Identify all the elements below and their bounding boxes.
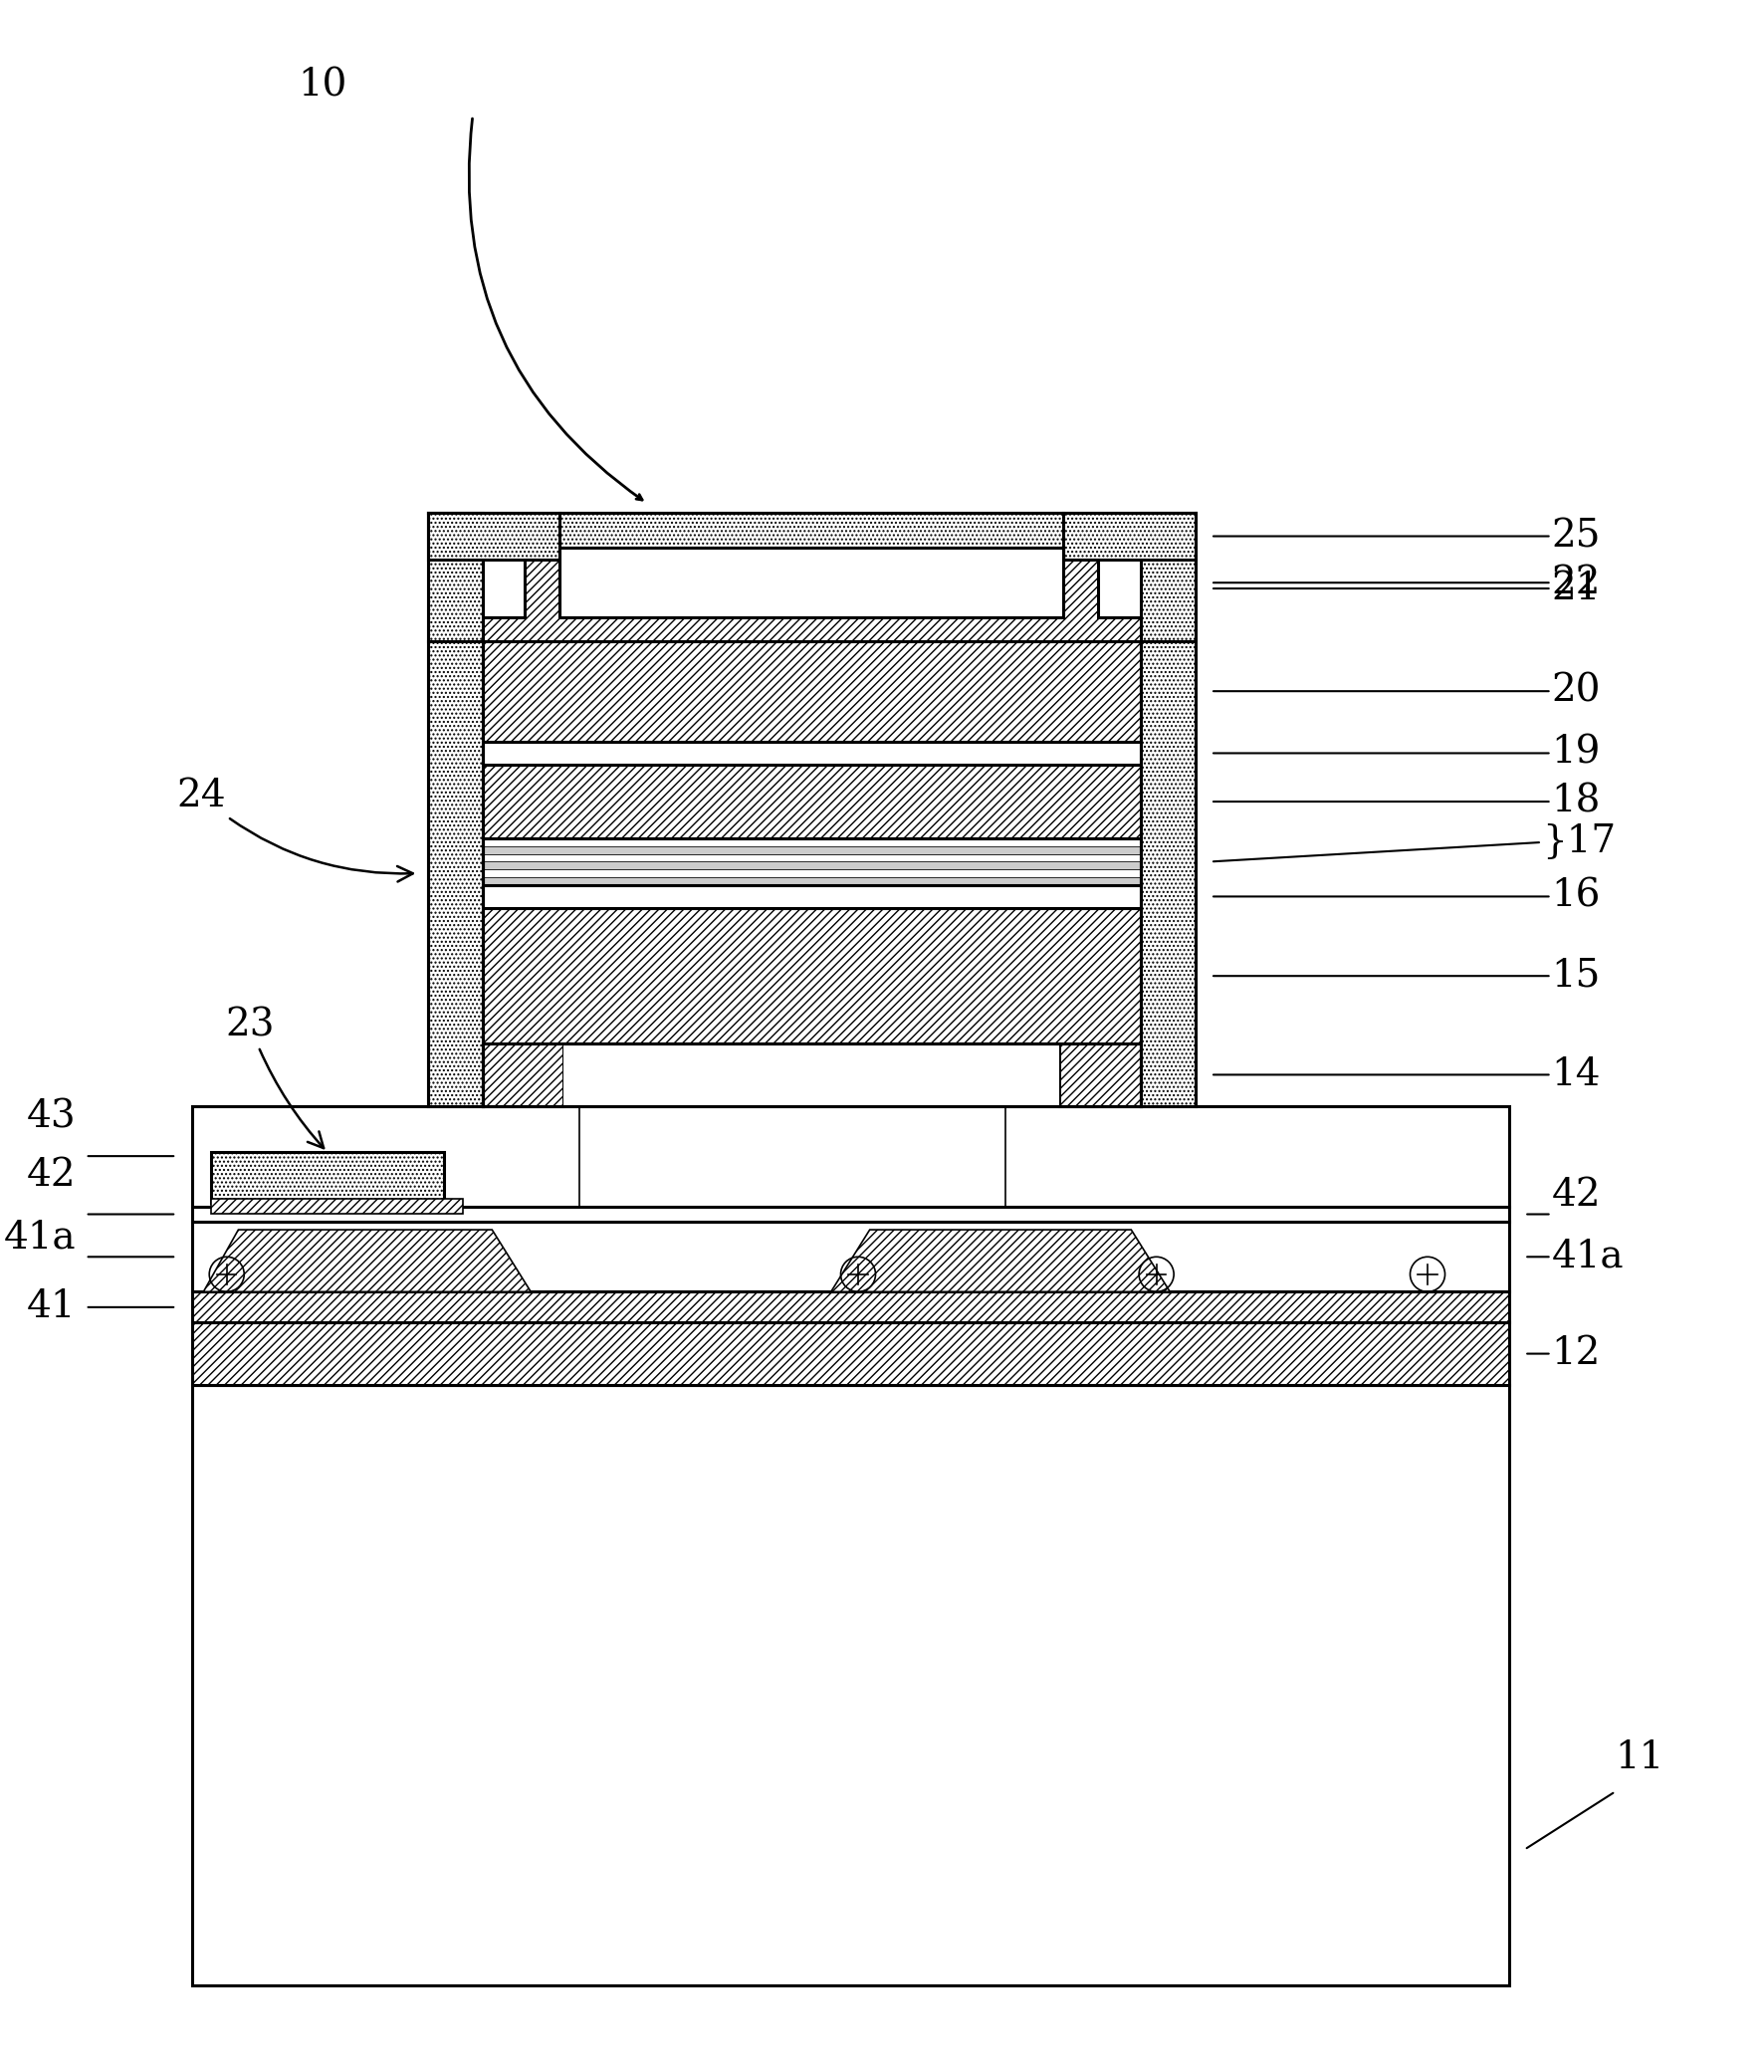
Bar xyxy=(192,1291,1508,1322)
Text: 21: 21 xyxy=(1552,570,1600,607)
Polygon shape xyxy=(482,559,1141,640)
Text: 42: 42 xyxy=(1552,1177,1602,1214)
Text: 41a: 41a xyxy=(1552,1239,1625,1274)
Text: 41a: 41a xyxy=(4,1218,76,1256)
Bar xyxy=(212,1152,443,1202)
Text: 12: 12 xyxy=(1552,1334,1600,1372)
Bar xyxy=(1141,640,1196,1106)
Bar xyxy=(559,547,1064,617)
Polygon shape xyxy=(831,1229,1170,1291)
Text: 42: 42 xyxy=(26,1156,76,1193)
Bar xyxy=(192,1106,1508,1206)
Bar xyxy=(192,1322,1508,1384)
Bar xyxy=(482,862,1141,870)
Text: 25: 25 xyxy=(1552,518,1600,555)
Bar xyxy=(192,1384,1508,1985)
Bar xyxy=(192,1206,1508,1222)
Text: 20: 20 xyxy=(1552,673,1600,709)
Text: 24: 24 xyxy=(176,777,413,883)
Bar xyxy=(429,640,482,1106)
Bar xyxy=(1064,514,1196,559)
Text: 11: 11 xyxy=(1616,1738,1665,1776)
Polygon shape xyxy=(203,1229,531,1291)
Bar xyxy=(482,876,1141,885)
Text: 15: 15 xyxy=(1552,957,1600,995)
Bar xyxy=(564,1044,1060,1106)
Bar xyxy=(429,514,559,559)
Bar xyxy=(482,908,1141,1044)
Bar xyxy=(192,1222,1508,1291)
Bar xyxy=(482,1044,564,1106)
Bar xyxy=(482,870,1141,876)
Text: 22: 22 xyxy=(1552,564,1600,601)
Text: 19: 19 xyxy=(1552,736,1600,771)
Bar xyxy=(482,765,1141,839)
Bar xyxy=(1060,1044,1141,1106)
Text: 23: 23 xyxy=(226,1007,323,1148)
Bar xyxy=(559,514,1064,559)
Text: }17: }17 xyxy=(1542,825,1616,860)
Text: 43: 43 xyxy=(26,1098,76,1135)
Bar xyxy=(482,640,1141,742)
Bar xyxy=(429,514,482,640)
Text: 14: 14 xyxy=(1552,1057,1600,1094)
Bar xyxy=(482,839,1141,885)
Bar xyxy=(482,845,1141,854)
Text: 10: 10 xyxy=(298,68,348,104)
Text: 41: 41 xyxy=(26,1289,76,1326)
Bar xyxy=(482,839,1141,845)
Bar xyxy=(482,854,1141,862)
Text: 18: 18 xyxy=(1552,783,1600,821)
Bar xyxy=(212,1200,462,1214)
Text: 16: 16 xyxy=(1552,879,1600,916)
Bar xyxy=(482,742,1141,765)
Bar xyxy=(482,885,1141,908)
Bar xyxy=(1141,514,1196,640)
